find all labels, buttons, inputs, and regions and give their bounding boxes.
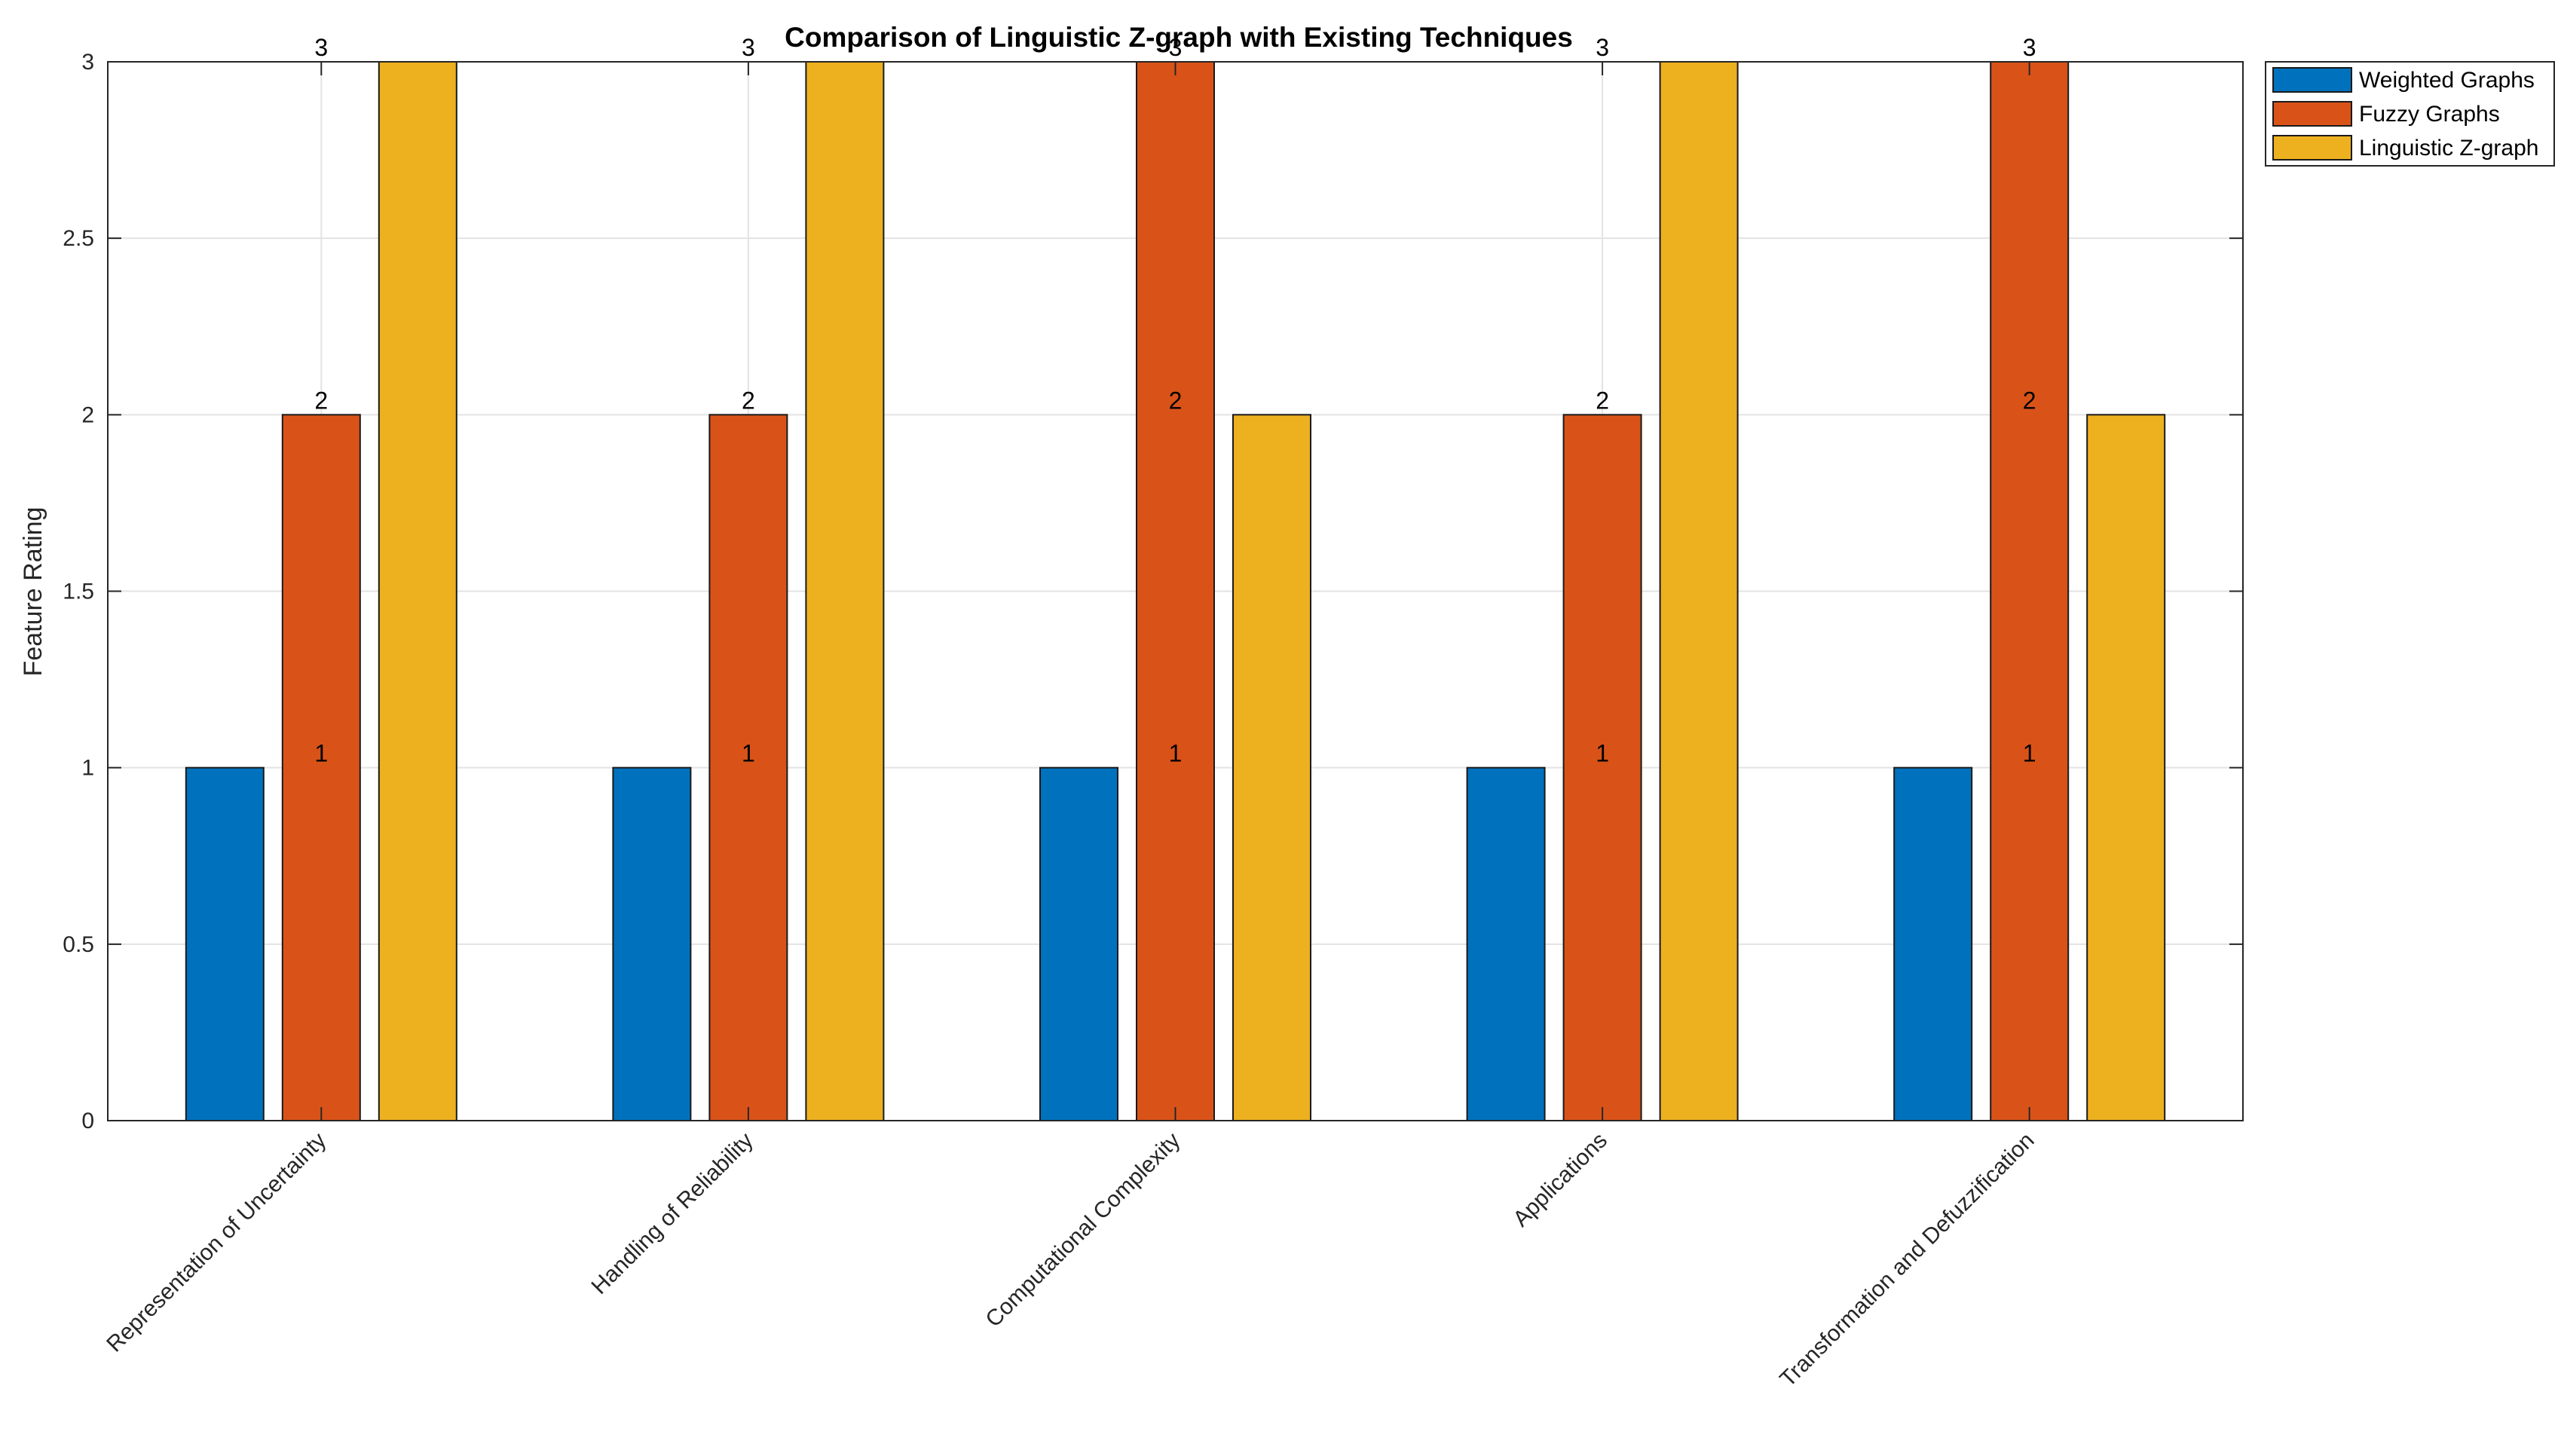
y-tick-label: 1.5 (63, 580, 94, 604)
y-axis-ticks: 0 0.5 1 1.5 2 2.5 3 (63, 50, 2243, 1133)
bar-fuzzy-graphs-4 (1990, 61, 2070, 1121)
data-label: 2 (742, 387, 755, 414)
legend: Weighted Graphs Fuzzy Graphs Linguistic Z-… (2265, 61, 2555, 167)
bar-fuzzy-graphs-0 (281, 414, 361, 1121)
data-label: 3 (1169, 34, 1183, 61)
data-label: 1 (1596, 740, 1609, 767)
x-tick-label: Representation of Uncertainty (102, 1128, 331, 1357)
y-tick-label: 2.5 (63, 226, 94, 251)
bar-linguistic-z-graph-0 (378, 61, 457, 1121)
bar-weighted-graphs-1 (612, 766, 692, 1122)
legend-label: Linguistic Z-graph (2359, 136, 2538, 161)
data-labels: 1 2 3 1 2 3 1 2 3 1 2 3 1 2 3 (314, 34, 2036, 767)
y-tick-label: 2 (81, 402, 94, 427)
legend-label: Weighted Graphs (2359, 68, 2535, 93)
y-tick-label: 1 (81, 756, 94, 781)
data-label: 1 (2023, 740, 2036, 767)
x-tick-label: Applications (1508, 1128, 1612, 1232)
bar-linguistic-z-graph-4 (2086, 414, 2166, 1121)
data-label: 1 (314, 740, 328, 767)
data-label: 3 (1596, 34, 1609, 61)
bar-weighted-graphs-2 (1039, 766, 1118, 1122)
bar-fuzzy-graphs-2 (1136, 61, 1215, 1121)
bar-weighted-graphs-4 (1893, 766, 1973, 1122)
legend-swatch (2272, 67, 2352, 93)
bar-linguistic-z-graph-1 (805, 61, 885, 1121)
x-tick-label: Computational Complexity (981, 1128, 1186, 1332)
y-tick-label: 0 (81, 1109, 94, 1133)
data-label: 3 (2023, 34, 2036, 61)
data-label: 2 (2023, 387, 2036, 414)
chart-title: Comparison of Linguistic Z-graph with Ex… (785, 22, 1573, 53)
data-label: 1 (1169, 740, 1183, 767)
data-label: 2 (1596, 387, 1609, 414)
data-label: 3 (742, 34, 755, 61)
data-label: 3 (314, 34, 328, 61)
bar-linguistic-z-graph-2 (1232, 414, 1311, 1121)
legend-swatch (2272, 101, 2352, 127)
legend-label: Fuzzy Graphs (2359, 102, 2500, 127)
data-label: 1 (742, 740, 755, 767)
bar-weighted-graphs-3 (1466, 766, 1546, 1122)
bar-fuzzy-graphs-1 (708, 414, 788, 1121)
bar-linguistic-z-graph-3 (1659, 61, 1739, 1121)
data-label: 2 (1169, 387, 1183, 414)
legend-swatch (2272, 135, 2352, 161)
x-tick-label: Transformation and Defuzzification (1775, 1128, 2039, 1392)
bar-fuzzy-graphs-3 (1562, 414, 1642, 1121)
y-axis-label: Feature Rating (19, 507, 47, 677)
y-tick-label: 3 (81, 50, 94, 75)
y-tick-label: 0.5 (63, 932, 94, 957)
bars-layer (185, 61, 2166, 1122)
x-tick-label: Handling of Reliability (587, 1128, 758, 1299)
bar-weighted-graphs-0 (185, 766, 265, 1122)
data-label: 2 (314, 387, 328, 414)
